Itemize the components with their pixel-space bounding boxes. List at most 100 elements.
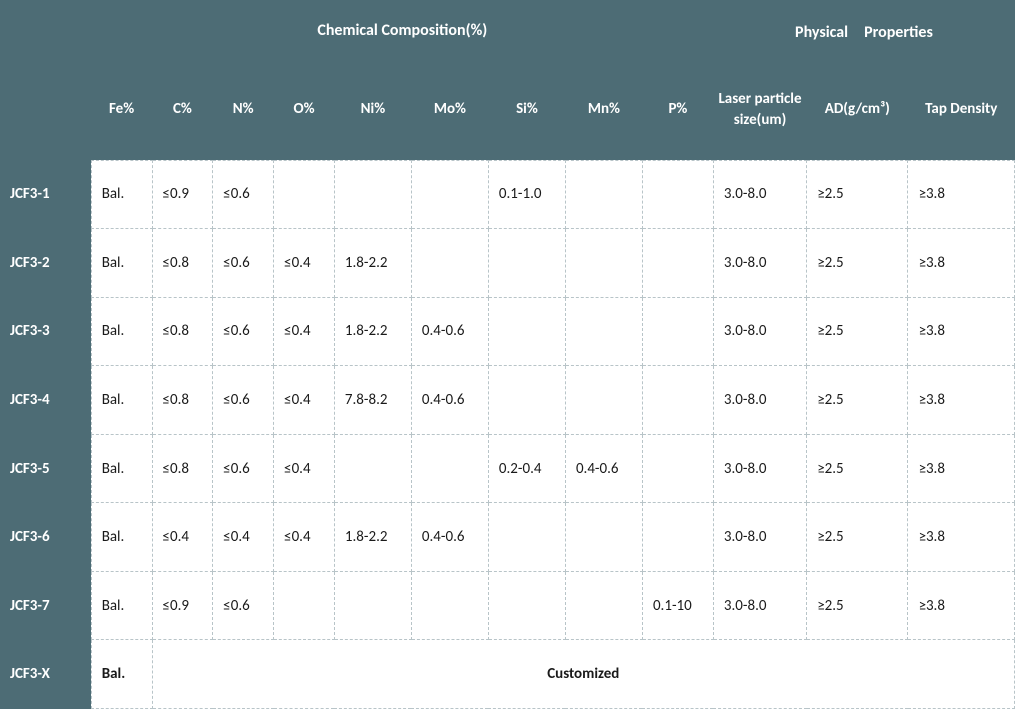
- cell: [642, 297, 713, 366]
- col-n: N%: [213, 60, 274, 160]
- cell: [565, 229, 642, 298]
- cell: ≤0.4: [274, 366, 335, 435]
- cell: ≤0.4: [274, 434, 335, 503]
- cell: ≥2.5: [807, 160, 908, 229]
- cell: [274, 160, 335, 229]
- cell: ≥2.5: [807, 297, 908, 366]
- col-p: P%: [642, 60, 713, 160]
- cell: [642, 434, 713, 503]
- cell: 0.1-1.0: [488, 160, 565, 229]
- col-fe: Fe%: [91, 60, 152, 160]
- cell: [411, 434, 488, 503]
- table-row: JCF3-7 Bal. ≤0.9 ≤0.6 0.1-10 3.0-8.0 ≥2.…: [0, 571, 1015, 640]
- cell: [488, 366, 565, 435]
- cell: ≤0.6: [213, 229, 274, 298]
- col-o: O%: [274, 60, 335, 160]
- cell: ≤0.4: [274, 297, 335, 366]
- cell: 0.4-0.6: [565, 434, 642, 503]
- cell: 0.2-0.4: [488, 434, 565, 503]
- cell-fe-last: Bal.: [91, 640, 152, 709]
- cell: ≤0.8: [152, 366, 213, 435]
- cell: 3.0-8.0: [713, 160, 806, 229]
- cell: 3.0-8.0: [713, 503, 806, 572]
- cell: [334, 160, 411, 229]
- cell: ≤0.6: [213, 571, 274, 640]
- cell: [642, 503, 713, 572]
- cell: Bal.: [91, 571, 152, 640]
- col-ni: Ni%: [334, 60, 411, 160]
- table-row: JCF3-3 Bal. ≤0.8 ≤0.6 ≤0.4 1.8-2.2 0.4-0…: [0, 297, 1015, 366]
- cell: [488, 503, 565, 572]
- cell: 0.1-10: [642, 571, 713, 640]
- cell: 3.0-8.0: [713, 434, 806, 503]
- cell: 1.8-2.2: [334, 297, 411, 366]
- cell: 3.0-8.0: [713, 229, 806, 298]
- cell: [565, 366, 642, 435]
- cell: Bal.: [91, 229, 152, 298]
- table-row: JCF3-5 Bal. ≤0.8 ≤0.6 ≤0.4 0.2-0.4 0.4-0…: [0, 434, 1015, 503]
- cell: 0.4-0.6: [411, 297, 488, 366]
- cell: ≤0.4: [274, 229, 335, 298]
- cell: 0.4-0.6: [411, 366, 488, 435]
- header-group-row: Chemical Composition(%) Physical Propert…: [0, 0, 1015, 60]
- header-chemical: Chemical Composition(%): [91, 0, 713, 60]
- cell: ≤0.8: [152, 297, 213, 366]
- cell: ≥3.8: [908, 297, 1015, 366]
- cell: [334, 434, 411, 503]
- table-row: JCF3-4 Bal. ≤0.8 ≤0.6 ≤0.4 7.8-8.2 0.4-0…: [0, 366, 1015, 435]
- cell: ≥2.5: [807, 229, 908, 298]
- cell: [488, 229, 565, 298]
- cell: 7.8-8.2: [334, 366, 411, 435]
- row-label: JCF3-5: [0, 434, 91, 503]
- cell: ≤0.8: [152, 434, 213, 503]
- header-columns-row: Fe% C% N% O% Ni% Mo% Si% Mn% P% Laser pa…: [0, 60, 1015, 160]
- col-mn: Mn%: [565, 60, 642, 160]
- cell: 0.4-0.6: [411, 503, 488, 572]
- cell: [411, 160, 488, 229]
- cell: Bal.: [91, 434, 152, 503]
- col-si: Si%: [488, 60, 565, 160]
- table-row: JCF3-2 Bal. ≤0.8 ≤0.6 ≤0.4 1.8-2.2 3.0-8…: [0, 229, 1015, 298]
- table-body: JCF3-1 Bal. ≤0.9 ≤0.6 0.1-1.0 3.0-8.0 ≥2…: [0, 160, 1015, 709]
- cell: [565, 160, 642, 229]
- composition-table: Chemical Composition(%) Physical Propert…: [0, 0, 1015, 709]
- cell: [642, 160, 713, 229]
- cell: ≤0.4: [213, 503, 274, 572]
- table-row: JCF3-6 Bal. ≤0.4 ≤0.4 ≤0.4 1.8-2.2 0.4-0…: [0, 503, 1015, 572]
- row-label: JCF3-6: [0, 503, 91, 572]
- cell-customized: Customized: [152, 640, 1015, 709]
- cell: 1.8-2.2: [334, 503, 411, 572]
- cell: ≥3.8: [908, 503, 1015, 572]
- cell: [411, 229, 488, 298]
- cell: [565, 297, 642, 366]
- row-label: JCF3-1: [0, 160, 91, 229]
- cell: ≤0.6: [213, 160, 274, 229]
- cell: 1.8-2.2: [334, 229, 411, 298]
- col-mo: Mo%: [411, 60, 488, 160]
- cell: Bal.: [91, 160, 152, 229]
- cell: ≥2.5: [807, 571, 908, 640]
- cell: 3.0-8.0: [713, 297, 806, 366]
- col-ad: AD(g/cm³): [807, 60, 908, 160]
- cell: [642, 366, 713, 435]
- cell: ≤0.8: [152, 229, 213, 298]
- cell: ≥2.5: [807, 434, 908, 503]
- cell: ≤0.6: [213, 434, 274, 503]
- cell: ≥2.5: [807, 503, 908, 572]
- cell: ≤0.9: [152, 571, 213, 640]
- cell: [565, 571, 642, 640]
- table-row: JCF3-1 Bal. ≤0.9 ≤0.6 0.1-1.0 3.0-8.0 ≥2…: [0, 160, 1015, 229]
- header-physical: Physical Properties: [713, 0, 1014, 60]
- col-c: C%: [152, 60, 213, 160]
- cell: [488, 297, 565, 366]
- cell: 3.0-8.0: [713, 366, 806, 435]
- cell: [334, 571, 411, 640]
- cell: ≤0.4: [274, 503, 335, 572]
- cell: [565, 503, 642, 572]
- cell: ≤0.4: [152, 503, 213, 572]
- cell: ≤0.6: [213, 297, 274, 366]
- row-label: JCF3-3: [0, 297, 91, 366]
- row-label: JCF3-7: [0, 571, 91, 640]
- cell: [274, 571, 335, 640]
- row-label: JCF3-X: [0, 640, 91, 709]
